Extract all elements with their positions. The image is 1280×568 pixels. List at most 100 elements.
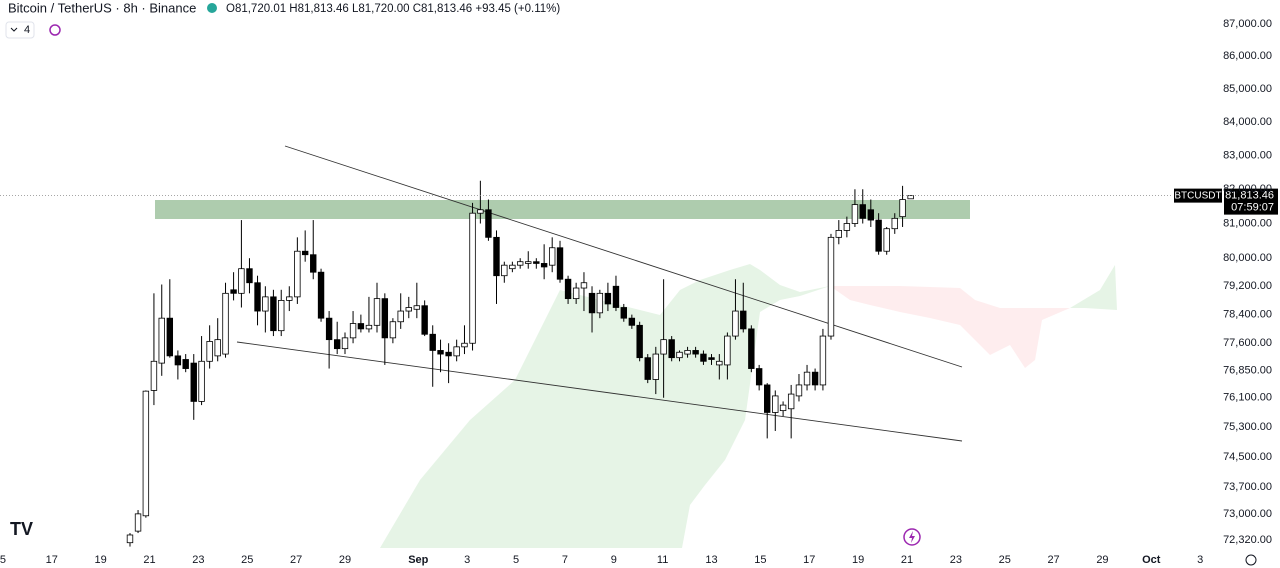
x-tick-label: 23 (192, 554, 204, 566)
candle-body (134, 513, 142, 532)
candle-body (238, 268, 245, 294)
candle-body (453, 346, 460, 357)
candle-body (301, 250, 309, 256)
candle-body (652, 353, 659, 380)
x-tick-label: 21 (143, 554, 155, 566)
candle-body (270, 296, 277, 332)
indicator-toggle[interactable] (5, 21, 35, 39)
y-tick-label: 87,000.00 (1223, 18, 1272, 30)
status-dot (207, 3, 217, 13)
y-tick-label: 77,600.00 (1223, 337, 1272, 349)
candle-body (684, 350, 691, 355)
candle-body (851, 204, 859, 224)
y-tick-label: 80,000.00 (1223, 252, 1272, 264)
candle-body (764, 384, 771, 413)
x-tick-label: 3 (464, 554, 470, 566)
candle-body (716, 360, 723, 366)
candle-body (246, 268, 253, 284)
candle-body (612, 285, 620, 308)
candle-body (325, 317, 333, 341)
candle-body (214, 339, 221, 357)
trend-line (284, 145, 963, 368)
candle-body (636, 324, 643, 359)
x-tick-label: 29 (1096, 554, 1108, 566)
candle-body (230, 289, 237, 294)
candle-body (509, 264, 516, 270)
candle-body (166, 317, 174, 357)
x-tick-label: 7 (562, 554, 568, 566)
settings-icon[interactable] (1245, 554, 1257, 566)
indicator-count: 4 (24, 24, 30, 36)
x-tick-label: 25 (241, 554, 253, 566)
x-tick-label: 19 (852, 554, 864, 566)
x-tick-label: 5 (0, 554, 6, 566)
last-price-label: 81,813.46 (1225, 190, 1274, 202)
candle-body (596, 292, 604, 314)
candle-body (556, 247, 564, 280)
candle-body (516, 261, 524, 266)
candle-body (564, 278, 572, 300)
candle-body (365, 324, 373, 330)
candle-body (349, 323, 357, 339)
candle-body (501, 264, 508, 277)
candle-body (429, 333, 436, 351)
y-tick-label: 76,100.00 (1223, 392, 1272, 404)
x-tick-label: 23 (950, 554, 962, 566)
candle-body (803, 371, 811, 386)
candle-body (381, 298, 389, 339)
candle-body (341, 337, 349, 350)
candle-body (278, 300, 285, 332)
candle-body (748, 328, 755, 369)
y-tick-label: 86,000.00 (1223, 50, 1272, 62)
candle-body (899, 199, 906, 218)
y-tick-label: 78,400.00 (1223, 309, 1272, 321)
candle-body (126, 534, 134, 544)
y-tick-label: 84,000.00 (1223, 116, 1272, 128)
x-tick-label: 27 (1047, 554, 1059, 566)
candle-body (867, 209, 875, 221)
y-tick-label: 74,500.00 (1223, 451, 1272, 463)
candle-body (389, 321, 397, 339)
candle-body (357, 323, 365, 330)
candle-body (421, 305, 428, 335)
candle-body (891, 217, 898, 230)
candle-body (397, 310, 404, 323)
candle-body (572, 287, 580, 300)
candle-body (580, 282, 588, 289)
cloud-green (380, 264, 830, 548)
chevron (10, 27, 18, 32)
cloud-red (830, 286, 1070, 368)
candle-body (827, 236, 835, 337)
candle-body (222, 292, 229, 355)
resistance-zone (155, 200, 970, 219)
bolt (909, 531, 915, 543)
y-tick-label: 76,850.00 (1223, 364, 1272, 376)
candle-body (405, 307, 412, 312)
sync-icon[interactable] (49, 24, 61, 36)
trend-line (236, 341, 963, 442)
candle-body (206, 341, 213, 362)
candle-body (158, 317, 165, 364)
candle-body (732, 310, 739, 337)
x-tick-label: Sep (408, 554, 428, 566)
candle-body (254, 282, 261, 312)
candle-body (779, 404, 787, 412)
candle-body (437, 350, 444, 355)
logo: TV (10, 519, 33, 539)
candle-body (620, 307, 627, 319)
symbol-box (1174, 188, 1222, 203)
candle-body (835, 230, 843, 238)
candle-body (772, 395, 779, 413)
candle-body (286, 296, 293, 301)
candle-body (142, 390, 150, 517)
x-tick-label: 17 (46, 554, 58, 566)
symbol-label: BTCUSDT (1174, 190, 1221, 201)
candle-body (493, 236, 500, 277)
x-tick-label: 21 (901, 554, 913, 566)
x-tick-label: 27 (290, 554, 302, 566)
candle-body (310, 254, 317, 273)
y-tick-label: 73,700.00 (1223, 481, 1272, 493)
x-tick-label: 17 (803, 554, 815, 566)
x-tick-label: 9 (611, 554, 617, 566)
